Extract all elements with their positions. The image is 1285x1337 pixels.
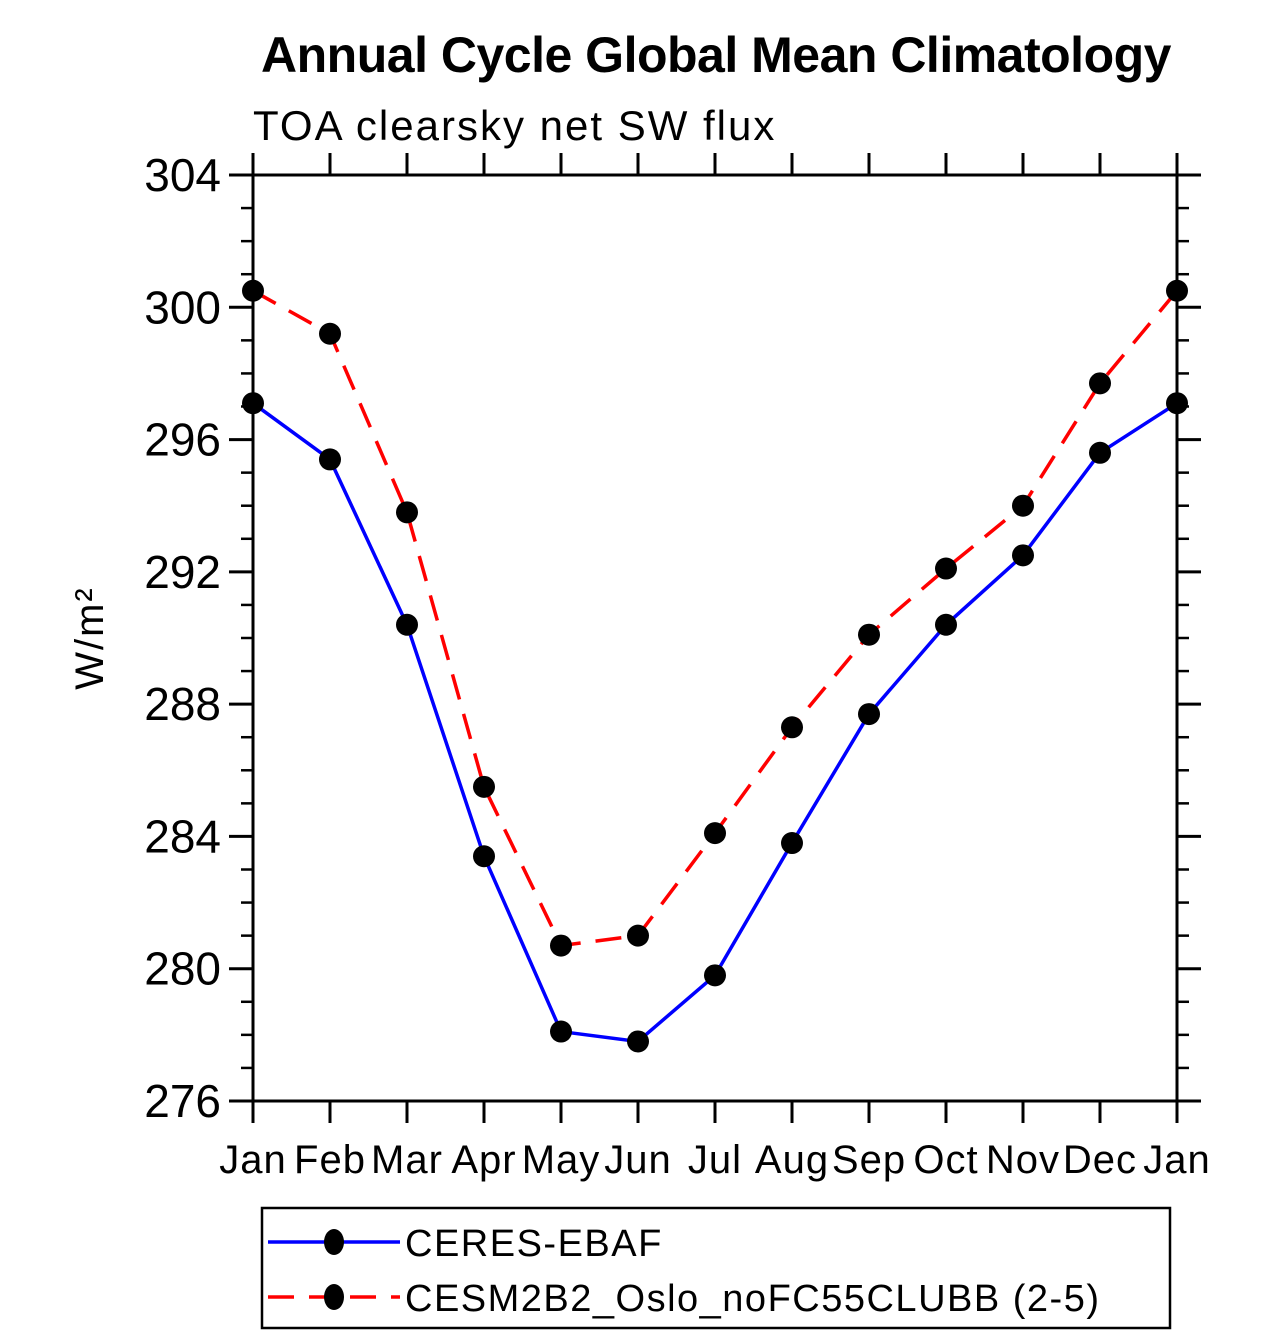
data-point-marker [396,613,418,636]
chart-subtitle: TOA clearsky net SW flux [253,102,776,149]
plot-frame [251,173,1179,1103]
y-axis-tick-label: 288 [144,678,221,730]
data-point-marker [550,934,572,957]
y-axis-tick-label: 300 [144,281,221,333]
legend: CERES-EBAF CESM2B2_Oslo_noFC55CLUBB (2-5… [260,1206,1172,1330]
legend-label-1: CESM2B2_Oslo_noFC55CLUBB (2-5) [405,1278,1101,1320]
y-axis-tick-label: 280 [144,943,221,995]
data-point-marker [704,964,726,987]
legend-marker-dot-1 [324,1284,344,1310]
y-axis-tick-label: 284 [144,810,221,862]
x-axis-tick-label: Mar [371,1138,443,1182]
data-point-marker [242,392,264,415]
data-point-marker [781,832,803,855]
data-point-marker [1089,372,1111,395]
data-point-marker [858,703,880,726]
y-axis-tick-label: 304 [144,149,221,201]
x-axis-tick-label: Apr [451,1138,516,1182]
y-axis-tick-label: 296 [144,414,221,466]
data-point-marker [550,1020,572,1043]
x-axis-tick-label: Oct [913,1138,978,1182]
y-axis-tick-label: 292 [144,546,221,598]
data-point-marker [1089,441,1111,464]
data-point-marker [1166,279,1188,302]
data-point-marker [242,279,264,302]
data-point-marker [319,322,341,345]
data-point-marker [473,775,495,798]
x-axis-tick-label: Jan [219,1138,287,1182]
y-axis-label: W/m² [68,586,112,690]
data-point-marker [781,716,803,739]
data-point-marker [627,924,649,947]
data-point-marker [473,845,495,868]
x-axis-tick-label: Dec [1063,1138,1137,1182]
data-point-marker [935,557,957,580]
x-axis-tick-label: Aug [755,1138,829,1182]
x-axis-tick-label: Sep [832,1138,906,1182]
x-axis-tick-label: Jan [1143,1138,1211,1182]
chart-title: Annual Cycle Global Mean Climatology [261,27,1172,83]
data-point-marker [319,448,341,471]
data-point-marker [1012,544,1034,567]
legend-label-0: CERES-EBAF [405,1223,663,1265]
legend-marker-dot-0 [324,1229,344,1255]
data-point-marker [704,822,726,845]
data-point-marker [396,501,418,524]
legend-box [260,1206,1172,1330]
series-line-1 [252,289,1179,948]
x-axis-tick-label: Jun [604,1138,672,1182]
data-point-marker [1166,392,1188,415]
series-line-0 [251,401,1178,1044]
series-group [242,279,1188,1053]
data-point-marker [1012,494,1034,517]
x-axis-tick-label: May [522,1138,601,1182]
x-axis-tick-label: Nov [986,1138,1060,1182]
x-axis-tick-label: Jul [688,1138,742,1182]
data-point-marker [627,1030,649,1053]
data-point-marker [858,623,880,646]
data-point-marker [935,613,957,636]
y-axis-tick-label: 276 [144,1075,221,1127]
x-axis-tick-label: Feb [294,1138,366,1182]
